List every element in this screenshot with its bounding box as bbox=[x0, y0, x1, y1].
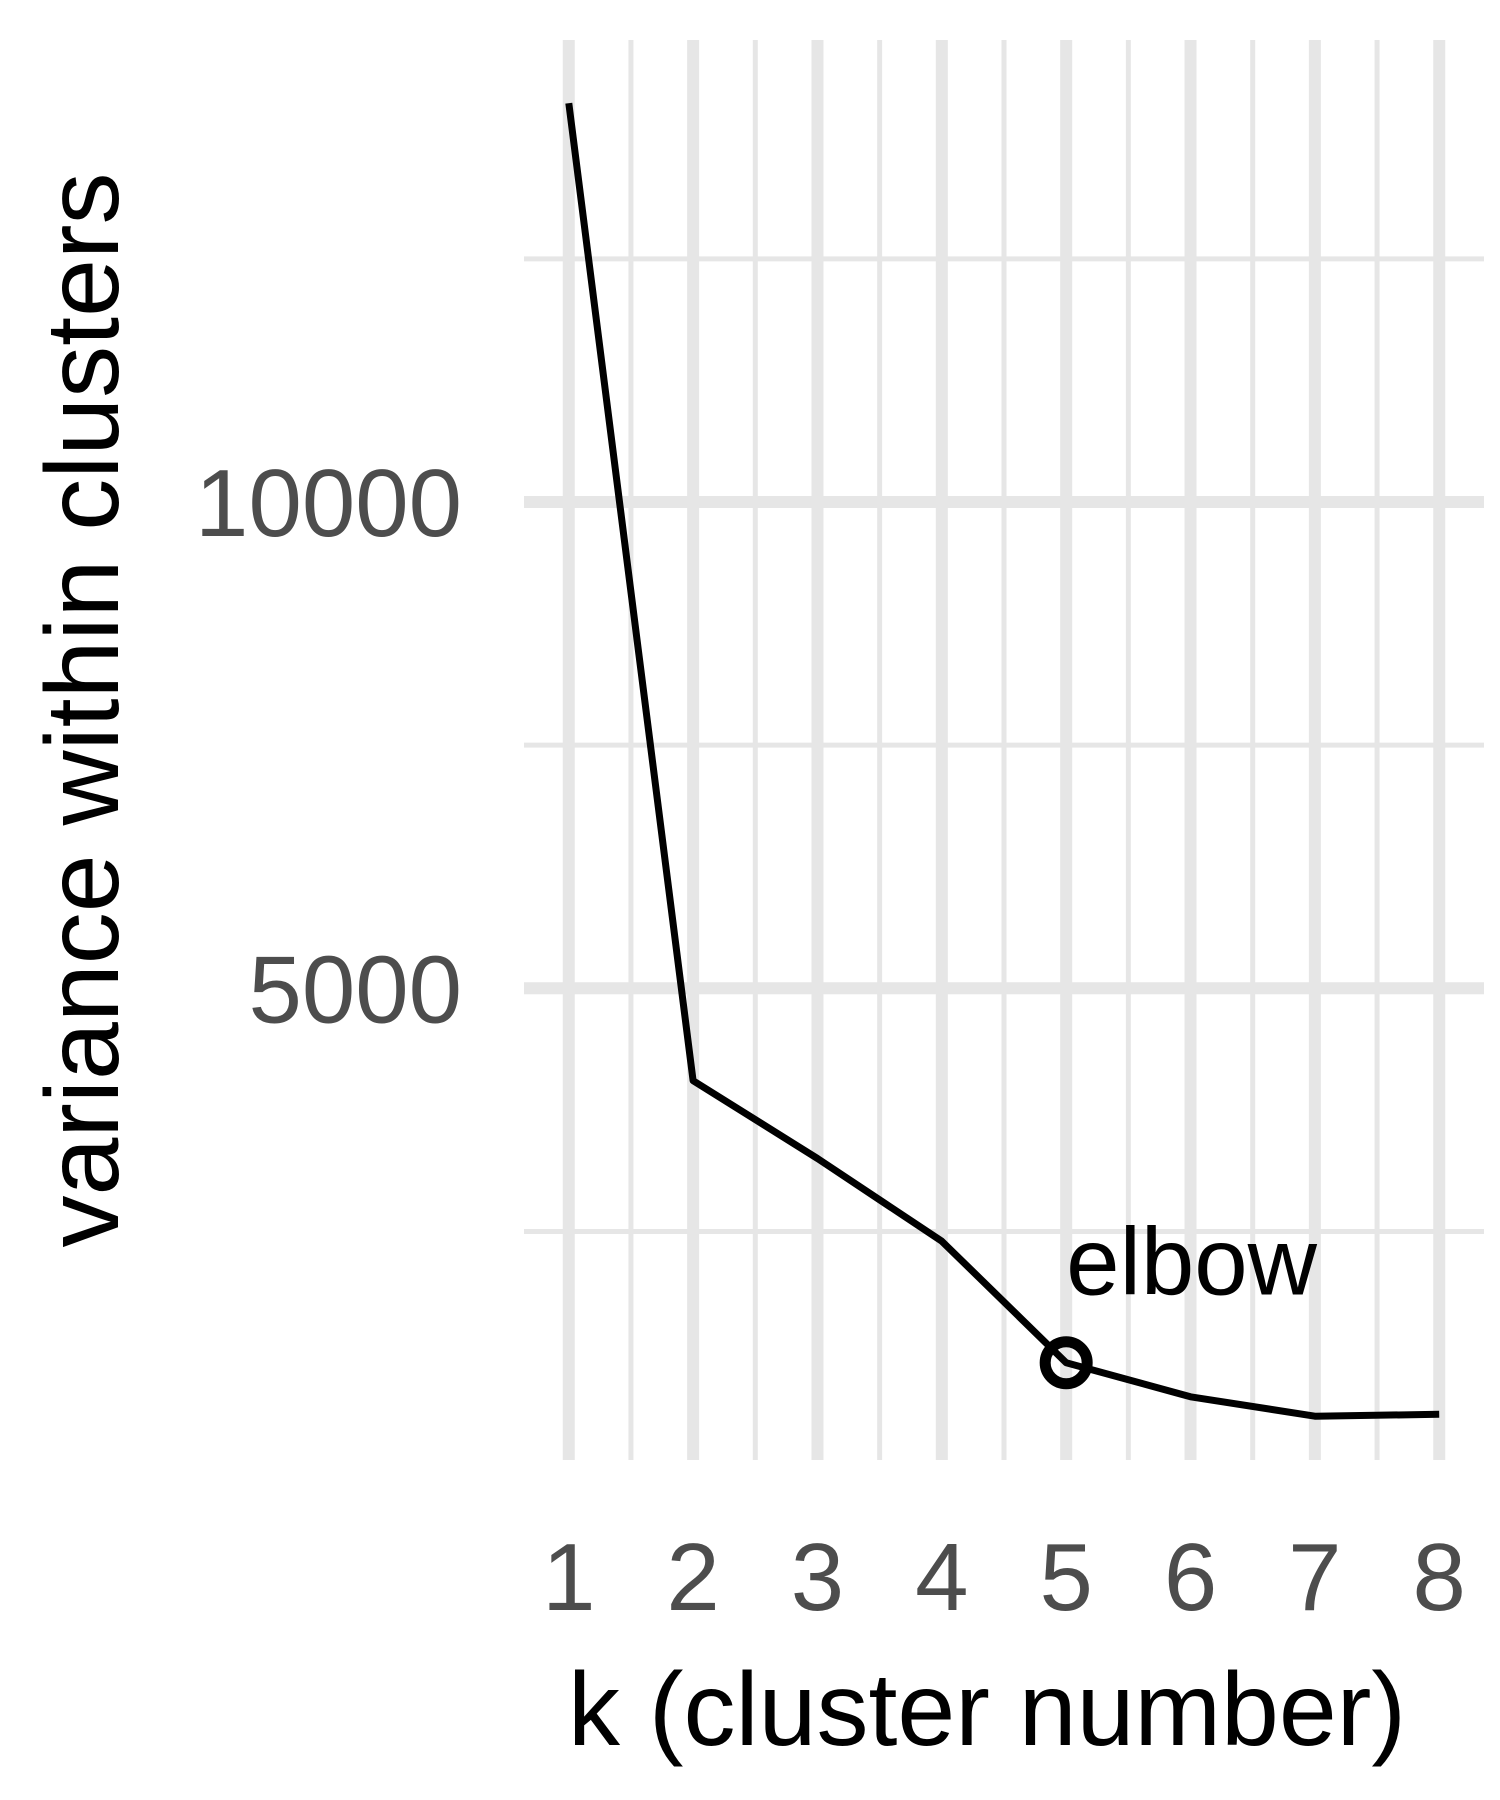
elbow-marker bbox=[1039, 1336, 1093, 1390]
x-axis-title: k (cluster number) bbox=[568, 1652, 1406, 1768]
x-tick-label: 4 bbox=[915, 1524, 968, 1631]
y-axis-title: variance within clusters bbox=[25, 172, 141, 1247]
x-tick-label: 5 bbox=[1039, 1524, 1092, 1631]
series-line bbox=[565, 102, 1440, 1420]
annotation-layer: elbow bbox=[1039, 1209, 1318, 1390]
y-tick-labels: 5000 10000 bbox=[195, 450, 462, 1043]
series-layer bbox=[565, 102, 1440, 1420]
y-tick-label: 10000 bbox=[195, 450, 462, 557]
elbow-annotation-label: elbow bbox=[1066, 1209, 1318, 1316]
x-tick-label: 7 bbox=[1288, 1524, 1341, 1631]
x-tick-label: 6 bbox=[1164, 1524, 1217, 1631]
x-tick-label: 3 bbox=[791, 1524, 844, 1631]
x-tick-label: 1 bbox=[542, 1524, 595, 1631]
minor-gridlines bbox=[524, 40, 1484, 1460]
x-tick-label: 8 bbox=[1413, 1524, 1466, 1631]
x-tick-label: 2 bbox=[666, 1524, 719, 1631]
y-tick-label: 5000 bbox=[248, 936, 462, 1043]
